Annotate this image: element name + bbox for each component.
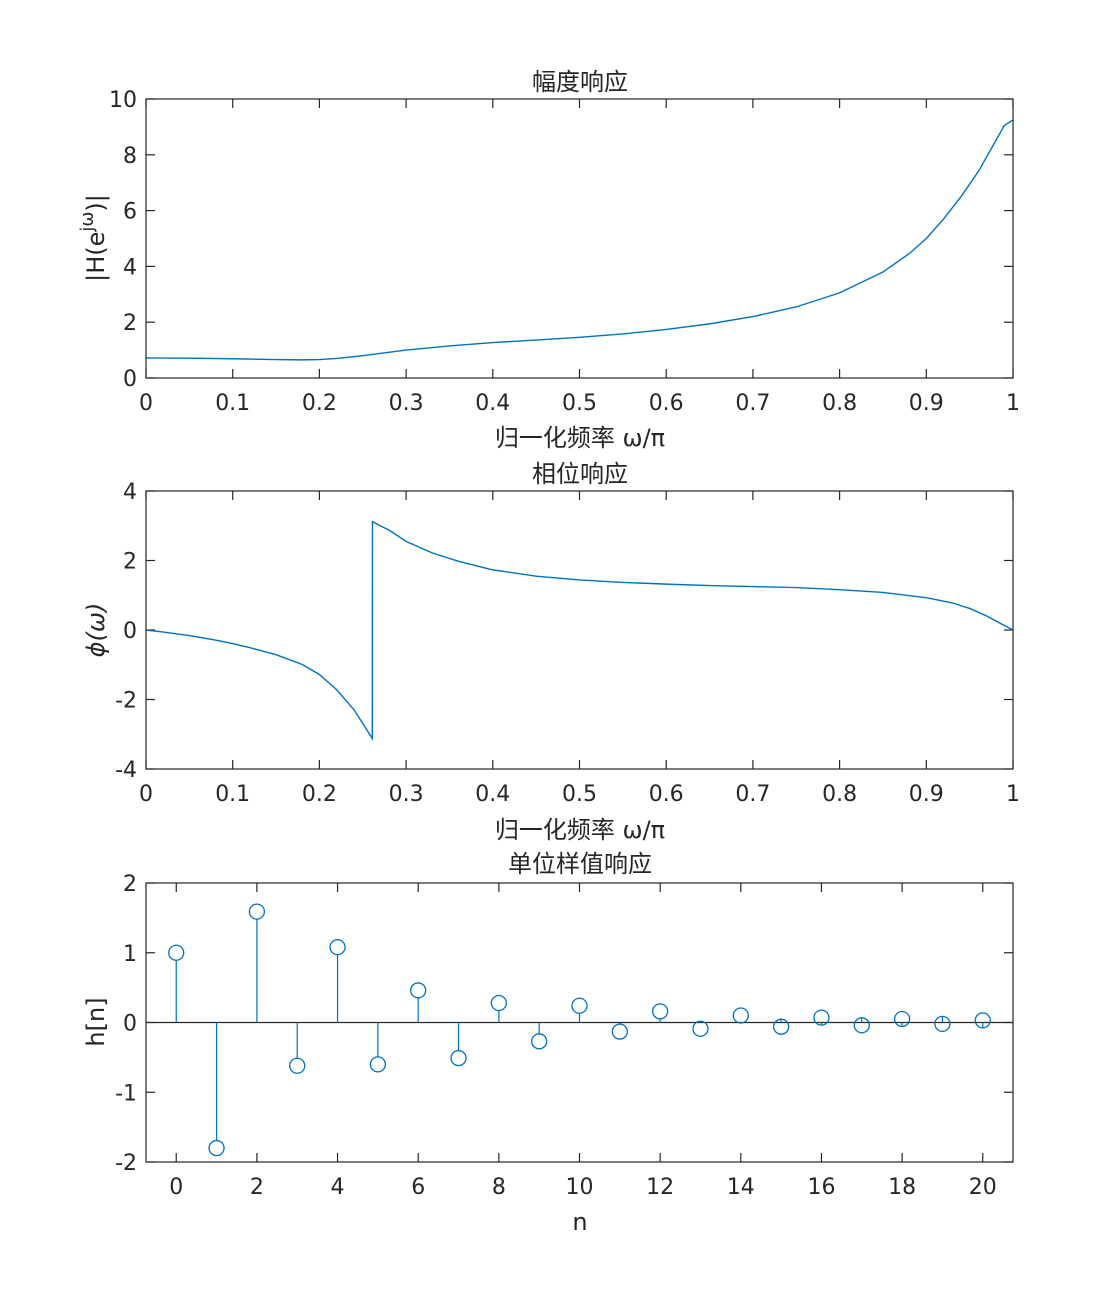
impulse-stem-marker	[248, 903, 266, 920]
magnitude-ytick-label: 6	[123, 200, 137, 225]
phase-xtick-label: 0	[139, 782, 153, 807]
magnitude-xtick-label: 0.6	[649, 391, 684, 416]
impulse-plot-area	[146, 903, 1013, 1157]
magnitude-xtick-label: 0.9	[909, 391, 944, 416]
impulse-stem-marker	[652, 1003, 669, 1020]
magnitude-xtick-label: 0	[139, 391, 153, 416]
impulse-ytick-label: -1	[115, 1081, 137, 1106]
impulse-stem-marker	[410, 982, 427, 999]
impulse-stem-marker	[974, 1012, 991, 1029]
impulse-stem-marker	[692, 1020, 709, 1037]
impulse-xtick-label: 18	[888, 1175, 916, 1200]
impulse-xtick-label: 8	[492, 1175, 506, 1200]
magnitude-xtick-label: 0.4	[475, 391, 510, 416]
impulse-stem-marker	[934, 1015, 951, 1033]
phase-ytick-label: 4	[123, 480, 137, 505]
magnitude-ylabel-base: |H(e	[82, 232, 110, 282]
magnitude-axes-box	[145, 98, 1014, 379]
phase-xtick-label: 0.8	[822, 782, 857, 807]
phase-xtick-label: 0.5	[562, 782, 597, 807]
magnitude-title: 幅度响应	[532, 68, 628, 96]
magnitude-xtick-label: 0.7	[735, 391, 770, 416]
phase-series-line	[145, 520, 1014, 741]
impulse-stem-marker	[490, 994, 507, 1012]
phase-xtick-label: 0.6	[649, 782, 684, 807]
impulse-xlabel: n	[572, 1208, 587, 1236]
impulse-stem-marker	[168, 944, 185, 961]
impulse-stem-marker	[853, 1017, 870, 1034]
impulse-axes-box	[145, 882, 1014, 1163]
magnitude-series-line	[145, 119, 1014, 361]
phase-ytick-label: 2	[123, 550, 137, 575]
impulse-stem-marker	[571, 997, 588, 1014]
impulse-xtick-label: 6	[411, 1175, 425, 1200]
impulse-ylabel: h[n]	[82, 997, 110, 1046]
phase-xtick-label: 0.3	[389, 782, 424, 807]
phase-xtick-label: 0.2	[302, 782, 337, 807]
phase-axes-box	[145, 490, 1014, 770]
phase-xtick-label: 1	[1006, 782, 1020, 807]
impulse-stem-marker	[813, 1009, 830, 1026]
magnitude-ytick-label: 2	[123, 311, 137, 336]
phase-xtick-label: 0.7	[735, 782, 770, 807]
impulse-xtick-label: 16	[807, 1175, 835, 1200]
impulse-xtick-label: 2	[250, 1175, 264, 1200]
magnitude-xlabel: 归一化频率 ω/π	[495, 424, 665, 452]
phase-ytick-label: 0	[123, 619, 137, 644]
phase-title: 相位响应	[532, 460, 628, 488]
impulse-xtick-label: 10	[566, 1175, 594, 1200]
phase-ylabel: ϕ(ω)	[82, 603, 110, 658]
impulse-xtick-label: 4	[331, 1175, 345, 1200]
magnitude-ytick-label: 8	[123, 144, 137, 169]
impulse-stem-marker	[531, 1033, 548, 1050]
phase-xtick-label: 0.9	[909, 782, 944, 807]
phase-tick-labels: 0 0.1 0.2 0.3 0.4 0.5 0.6 0.7 0.8 0.9 1 -4 -2 0 2 4	[115, 480, 1020, 807]
phase-response-panel: 相位响应 归一化频率 ω/π ϕ(ω) 0 0.1 0.2 0.3 0.4 0.5 0.6 0…	[82, 460, 1020, 844]
magnitude-ytick-label: 10	[109, 88, 137, 113]
impulse-xtick-label: 20	[969, 1175, 997, 1200]
impulse-ytick-label: 1	[123, 942, 137, 967]
impulse-ytick-label: 2	[123, 872, 137, 897]
phase-ytick-label: -2	[115, 689, 137, 714]
phase-ytick-label: -4	[115, 758, 137, 783]
magnitude-ytick-label: 0	[123, 367, 137, 392]
magnitude-xtick-label: 0.3	[389, 391, 424, 416]
impulse-ticks	[146, 882, 1013, 1163]
impulse-stem-marker	[329, 939, 346, 956]
impulse-xtick-label: 14	[727, 1175, 755, 1200]
impulse-stem-marker	[732, 1007, 749, 1024]
magnitude-response-panel: 幅度响应 归一化频率 ω/π |H(ejω)| 0 0.1 0.2 0.3 0.4 0.5…	[77, 68, 1020, 452]
impulse-stem-marker	[450, 1049, 467, 1067]
phase-xlabel: 归一化频率 ω/π	[495, 816, 665, 844]
magnitude-xtick-label: 0.1	[215, 391, 250, 416]
magnitude-plot-area	[145, 119, 1014, 361]
magnitude-ytick-label: 4	[123, 255, 137, 280]
magnitude-xtick-label: 0.2	[302, 391, 337, 416]
impulse-title: 单位样值响应	[508, 850, 652, 878]
magnitude-ylabel: |H(ejω)|	[77, 194, 110, 282]
phase-xtick-label: 0.4	[475, 782, 510, 807]
impulse-stem-marker	[772, 1018, 790, 1035]
impulse-stem-marker	[611, 1023, 628, 1040]
magnitude-ylabel-end: )|	[82, 194, 110, 211]
impulse-xtick-label: 0	[169, 1175, 183, 1200]
phase-plot-area	[145, 520, 1014, 741]
impulse-stem-marker	[289, 1057, 306, 1074]
magnitude-xtick-label: 0.8	[822, 391, 857, 416]
magnitude-ylabel-superscript: jω	[77, 212, 98, 233]
impulse-stem-marker	[369, 1056, 387, 1073]
impulse-stem-marker	[893, 1010, 911, 1028]
magnitude-xtick-label: 1	[1006, 391, 1020, 416]
impulse-stem-marker	[208, 1139, 225, 1157]
impulse-ytick-label: 0	[123, 1012, 137, 1037]
impulse-xtick-label: 12	[646, 1175, 674, 1200]
impulse-ytick-label: -2	[115, 1151, 137, 1176]
phase-xtick-label: 0.1	[215, 782, 250, 807]
magnitude-xtick-label: 0.5	[562, 391, 597, 416]
